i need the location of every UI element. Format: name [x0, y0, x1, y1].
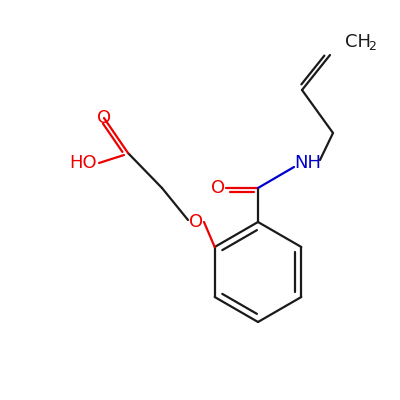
Text: HO: HO [69, 154, 97, 172]
Text: 2: 2 [368, 40, 376, 54]
Text: O: O [189, 213, 203, 231]
Text: O: O [211, 179, 225, 197]
Text: CH: CH [345, 33, 371, 51]
Text: NH: NH [294, 154, 322, 172]
Text: O: O [97, 109, 111, 127]
